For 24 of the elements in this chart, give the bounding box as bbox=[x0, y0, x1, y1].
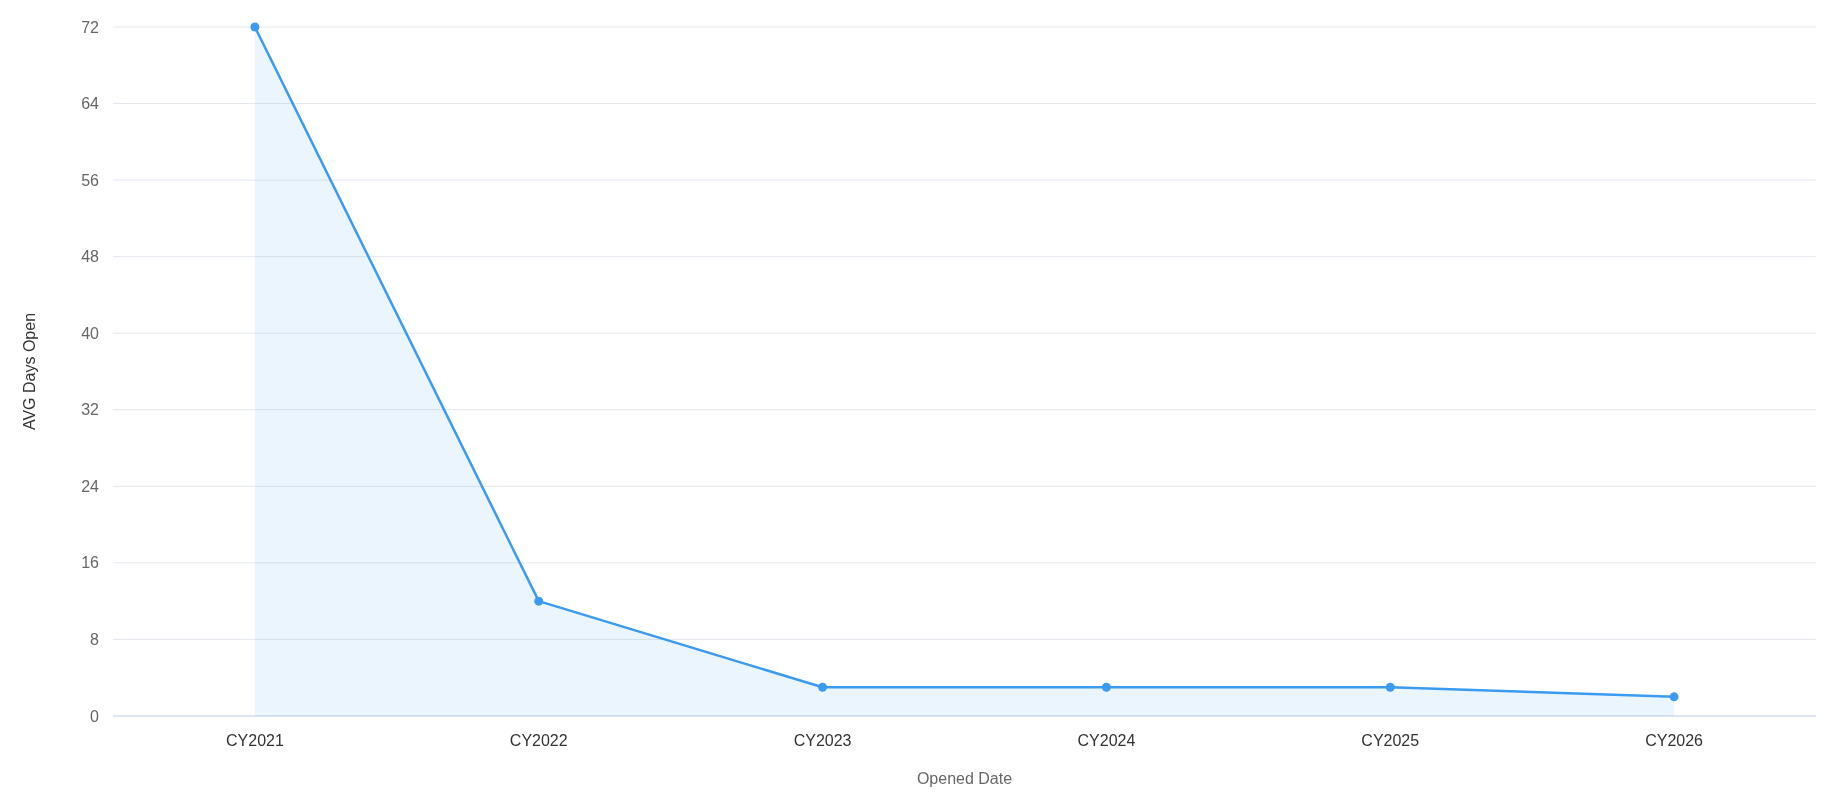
x-tick-label: CY2023 bbox=[793, 732, 852, 749]
x-tick-label: CY2022 bbox=[509, 732, 568, 749]
y-tick-label: 8 bbox=[90, 631, 100, 649]
y-tick-label: 56 bbox=[81, 171, 100, 189]
x-tick-label: CY2025 bbox=[1361, 732, 1420, 749]
x-axis-title: Opened Date bbox=[916, 770, 1013, 787]
point bbox=[250, 22, 260, 32]
point bbox=[1669, 692, 1679, 702]
y-tick-label: 48 bbox=[81, 248, 100, 266]
y-tick-label: 24 bbox=[81, 477, 100, 495]
point bbox=[1385, 682, 1395, 692]
y-tick-label: 64 bbox=[81, 95, 100, 113]
y-tick-label: 40 bbox=[81, 324, 100, 342]
x-tick-label: CY2024 bbox=[1077, 732, 1136, 749]
y-tick-label: 16 bbox=[81, 554, 100, 572]
point bbox=[1101, 682, 1111, 692]
point bbox=[534, 596, 544, 606]
y-tick-label: 72 bbox=[81, 18, 100, 36]
y-tick-label: 0 bbox=[90, 707, 100, 725]
x-tick-label: CY2021 bbox=[226, 732, 284, 749]
point bbox=[818, 682, 828, 692]
y-axis-title: AVG Days Open bbox=[21, 312, 38, 431]
x-tick-label: CY2026 bbox=[1645, 732, 1704, 749]
y-tick-label: 32 bbox=[81, 401, 100, 419]
